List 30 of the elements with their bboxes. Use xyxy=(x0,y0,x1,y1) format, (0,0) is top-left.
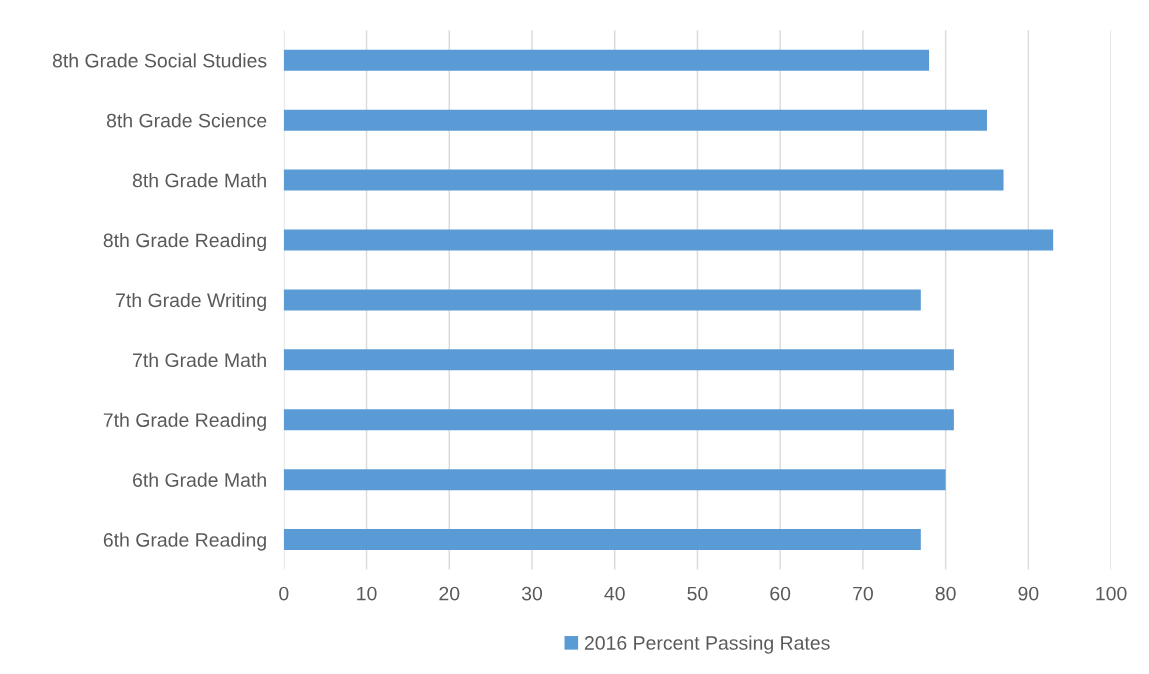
bar xyxy=(283,229,1054,251)
y-tick-label: 8th Grade Reading xyxy=(103,232,266,252)
y-tick-label: 7th Grade Reading xyxy=(103,412,266,431)
legend-label: 2016 Percent Passing Rates xyxy=(584,635,830,654)
bar xyxy=(283,409,954,431)
x-tick-label: 0 xyxy=(279,586,289,601)
x-tick-label: 80 xyxy=(935,586,956,601)
y-tick-label: 8th Grade Math xyxy=(132,173,266,188)
bar xyxy=(283,289,921,311)
y-tick-label: 6th Grade Math xyxy=(133,472,266,487)
y-tick-label: 8th Grade Social Studies xyxy=(52,53,267,68)
y-tick-label: 7th Grade Writing xyxy=(116,292,266,312)
bar xyxy=(283,349,954,371)
bar xyxy=(283,469,946,491)
x-tick-label: 50 xyxy=(687,586,708,601)
y-tick-label: 7th Grade Math xyxy=(133,352,266,368)
bar xyxy=(283,169,1004,191)
x-tick-label: 100 xyxy=(1096,586,1127,601)
y-tick-label: 8th Grade Science xyxy=(106,113,267,128)
x-tick-label: 40 xyxy=(604,586,625,601)
x-tick-label: 60 xyxy=(770,586,791,601)
x-tick-label: 90 xyxy=(1018,586,1039,601)
x-tick-label: 10 xyxy=(357,586,377,601)
x-tick-label: 70 xyxy=(853,586,873,601)
bar xyxy=(283,109,987,131)
bar xyxy=(283,529,921,551)
x-tick-label: 30 xyxy=(521,586,543,601)
bar xyxy=(283,49,930,71)
y-tick-label: 6th Grade Reading xyxy=(103,532,266,551)
x-tick-label: 20 xyxy=(439,586,460,601)
